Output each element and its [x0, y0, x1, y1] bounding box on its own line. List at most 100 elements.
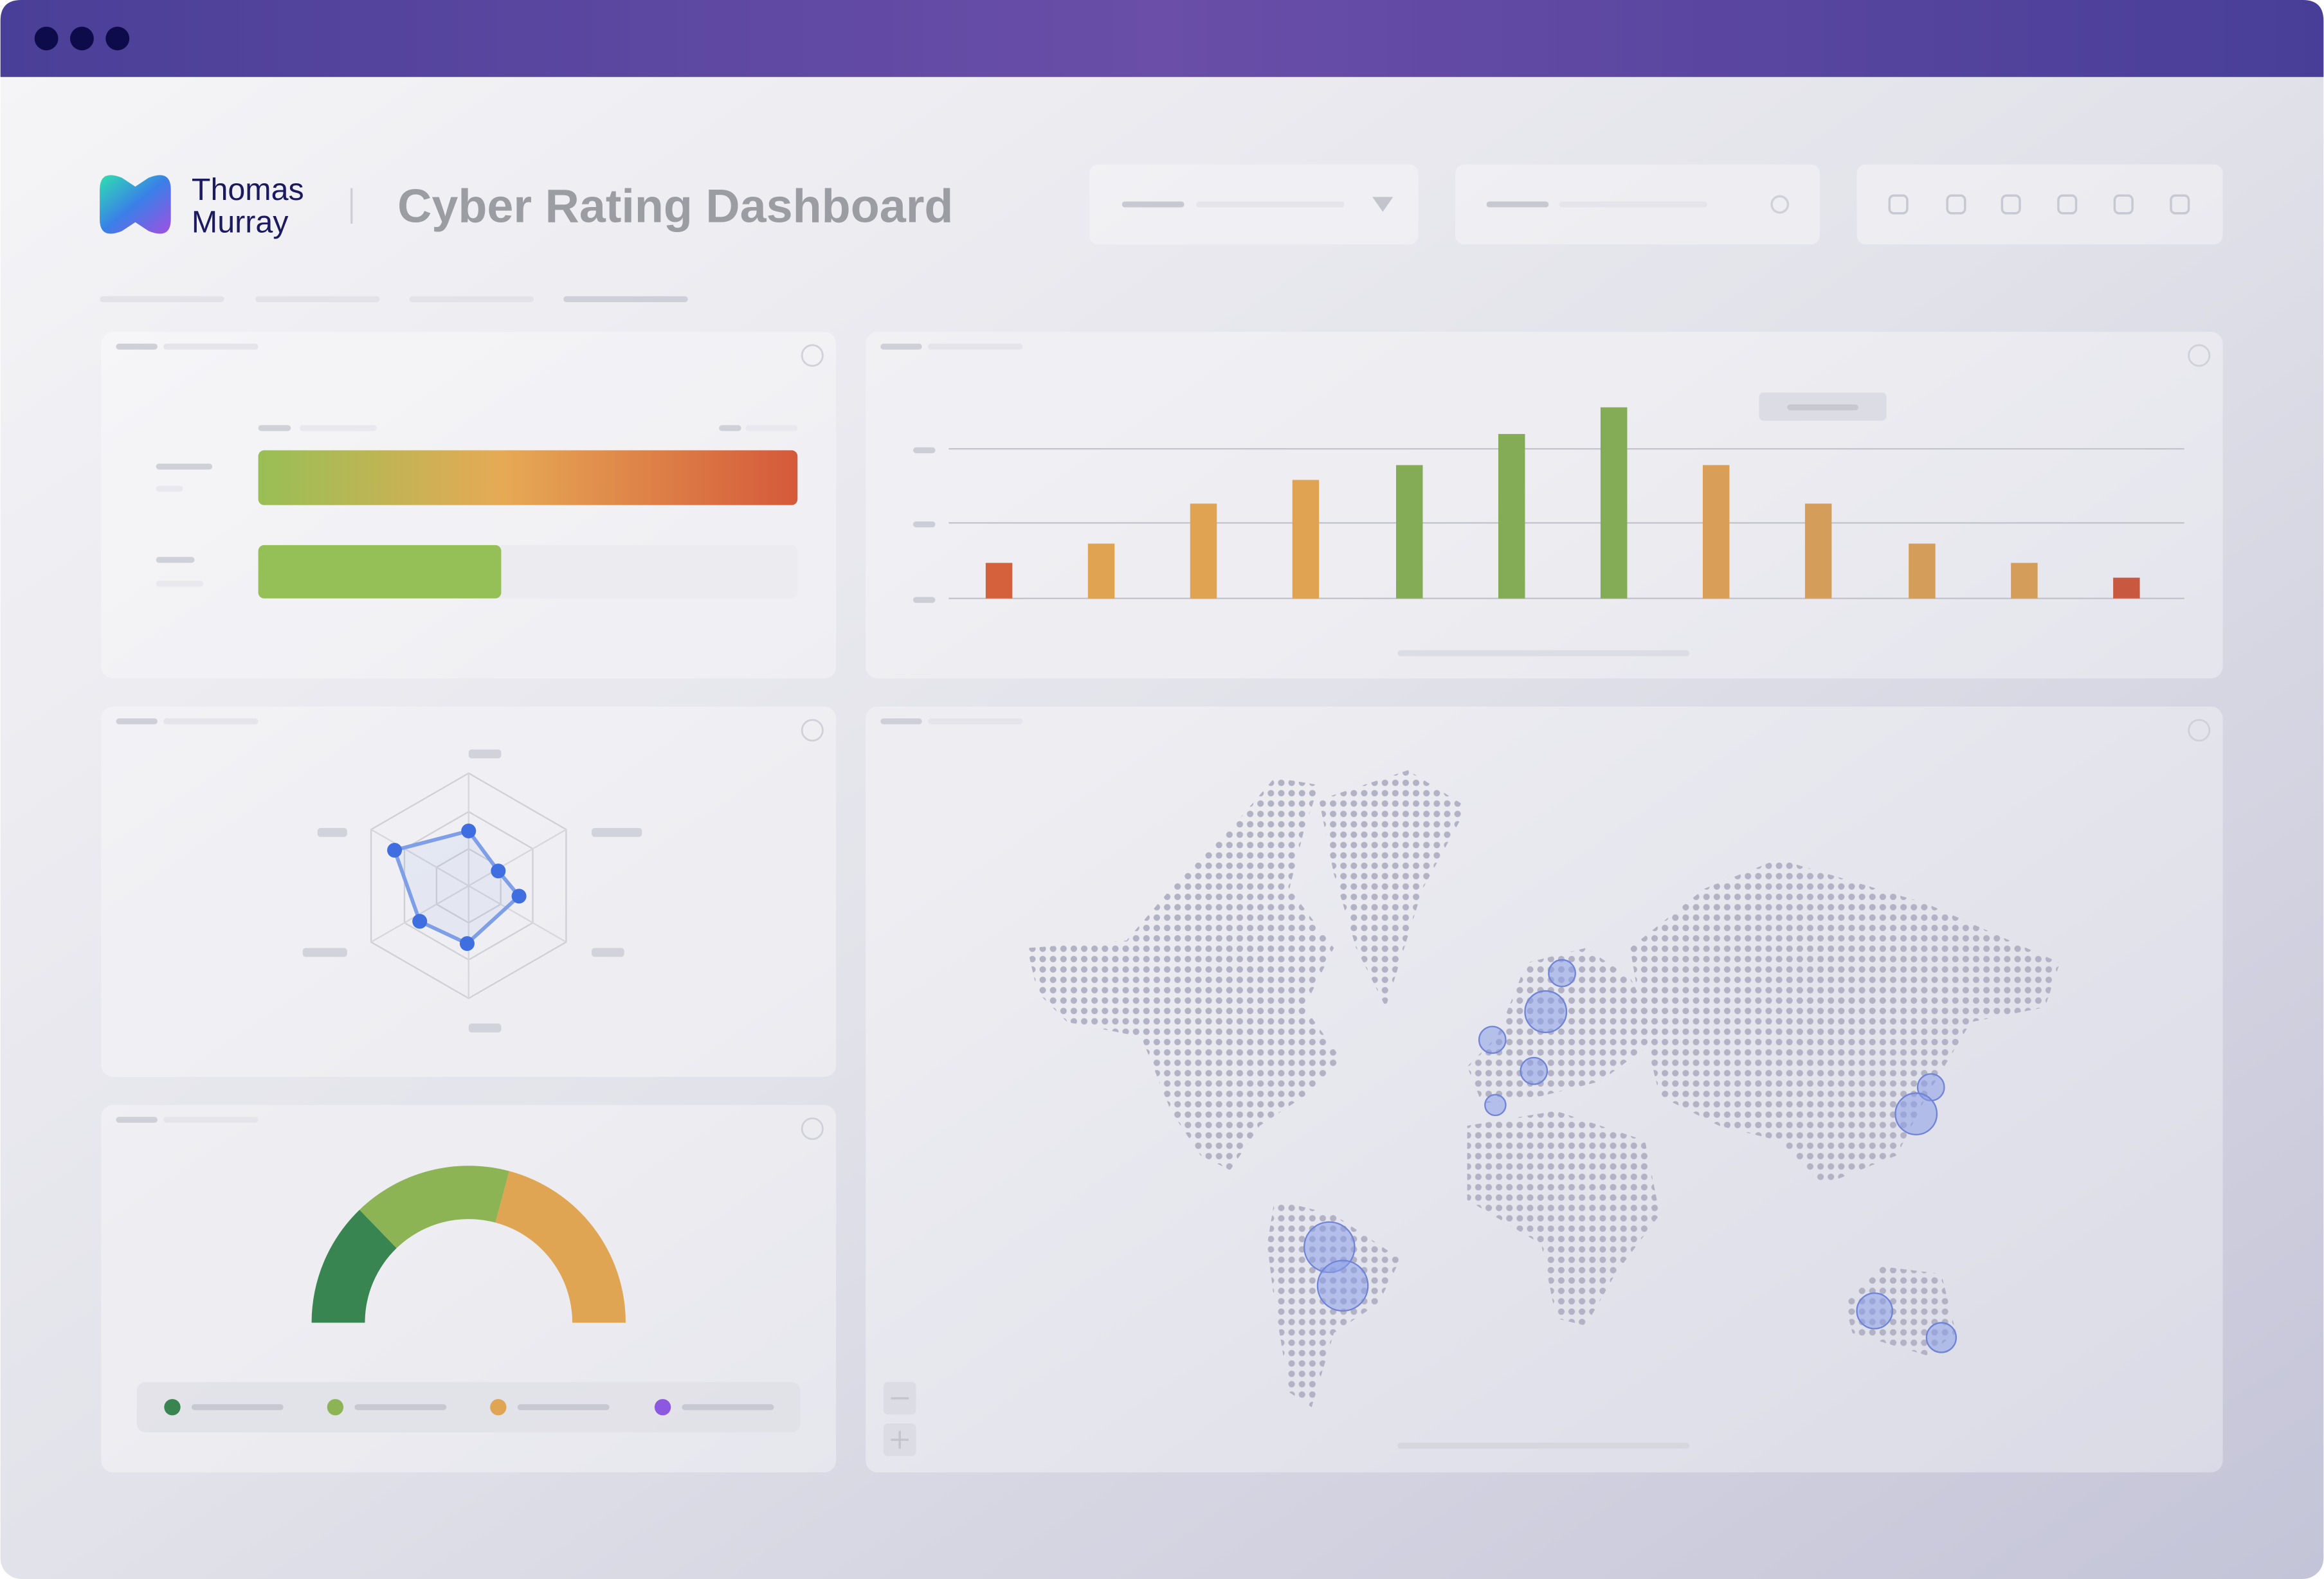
toolbar[interactable] — [1856, 164, 2223, 245]
map-landmass — [1630, 859, 2060, 1186]
map-bubble[interactable] — [1856, 1292, 1893, 1330]
placeholder-text — [116, 718, 158, 725]
map-landmass — [1467, 948, 1660, 1104]
toolbar-icon[interactable] — [1888, 194, 1909, 215]
map-landmass — [1027, 777, 1341, 1171]
map-bubble[interactable] — [1524, 990, 1568, 1033]
bar — [1396, 465, 1423, 599]
gauge-segment — [311, 1209, 397, 1323]
placeholder-text — [258, 425, 291, 431]
placeholder-text — [116, 343, 158, 350]
placeholder-text — [682, 1404, 774, 1411]
toolbar-icon[interactable] — [2057, 194, 2078, 215]
logo-icon — [100, 175, 171, 234]
brand-name: Murray — [192, 205, 289, 240]
toolbar-icon[interactable] — [2113, 194, 2134, 215]
placeholder-text — [912, 521, 936, 528]
radar-label — [468, 749, 502, 759]
placeholder-text — [719, 425, 741, 431]
radar-label — [302, 948, 347, 957]
placeholder-text — [156, 581, 204, 587]
placeholder-text — [100, 296, 224, 303]
placeholder-text — [1559, 201, 1707, 208]
placeholder-text — [163, 343, 259, 350]
map-bubble[interactable] — [1484, 1094, 1507, 1117]
placeholder-text — [927, 718, 1023, 725]
placeholder-text — [300, 425, 377, 431]
placeholder-text — [156, 464, 213, 470]
map-bubble[interactable] — [1548, 959, 1576, 988]
gauge-segment — [495, 1171, 626, 1323]
placeholder-text — [163, 1117, 259, 1123]
bar — [2011, 563, 2038, 599]
radar-label — [591, 948, 624, 957]
map-bubble[interactable] — [1520, 1056, 1548, 1085]
help-icon[interactable] — [801, 1117, 824, 1141]
placeholder-text — [1787, 404, 1858, 411]
placeholder-text — [912, 447, 936, 454]
placeholder-text — [927, 343, 1023, 350]
page-title: Cyber Rating Dashboard — [397, 179, 953, 233]
bar — [1702, 465, 1730, 599]
placeholder-text — [255, 296, 380, 303]
window-button[interactable] — [69, 26, 94, 51]
brand-name: Thomas — [192, 172, 304, 207]
map-landmass — [1467, 1110, 1660, 1326]
map-bubble[interactable] — [1478, 1025, 1507, 1054]
radar-label — [317, 827, 347, 837]
bar — [2113, 577, 2140, 599]
legend-dot — [654, 1399, 671, 1416]
bar — [1804, 503, 1832, 599]
placeholder-text — [1195, 201, 1345, 208]
radar-point — [461, 823, 477, 839]
dropdown-arrow — [1372, 197, 1393, 212]
radar-label — [591, 827, 642, 837]
toolbar-icon[interactable] — [2170, 194, 2190, 215]
map-bubble[interactable] — [1894, 1092, 1938, 1135]
placeholder-text — [563, 296, 688, 303]
legend-dot — [327, 1399, 344, 1416]
placeholder-text — [163, 718, 259, 725]
help-icon[interactable] — [2188, 344, 2211, 367]
legend-dot — [490, 1399, 507, 1416]
score-bar — [258, 450, 798, 505]
map-bubble[interactable] — [1316, 1259, 1369, 1312]
window-button[interactable] — [34, 26, 59, 51]
title-bar — [0, 0, 2324, 77]
placeholder-text — [880, 343, 922, 350]
bar — [1909, 543, 1936, 599]
gauge-legend — [136, 1382, 801, 1432]
placeholder-text — [912, 597, 936, 603]
bar — [1498, 434, 1525, 599]
placeholder-text — [1397, 650, 1690, 656]
radar-point — [511, 889, 527, 904]
placeholder-text — [745, 425, 798, 431]
bar — [1087, 543, 1115, 599]
placeholder-text — [156, 485, 183, 492]
toolbar-icon[interactable] — [2001, 194, 2021, 215]
help-icon[interactable] — [2188, 719, 2211, 742]
radar-point — [459, 936, 475, 952]
panel — [866, 332, 2223, 679]
panel — [101, 1105, 837, 1473]
bar — [985, 563, 1013, 599]
toolbar-icon[interactable] — [1946, 194, 1966, 215]
help-icon[interactable] — [801, 719, 824, 742]
placeholder-text — [1121, 201, 1185, 208]
radar-point — [387, 842, 403, 858]
search-icon — [1770, 195, 1790, 214]
map-bubble[interactable] — [1925, 1322, 1957, 1353]
placeholder-text — [1397, 1443, 1690, 1449]
placeholder-text — [880, 718, 922, 725]
window-button[interactable] — [105, 26, 130, 51]
placeholder-text — [1486, 201, 1549, 208]
radar-label — [468, 1024, 502, 1033]
radar-point — [491, 863, 506, 879]
bar — [1600, 407, 1628, 599]
bar — [1190, 503, 1217, 599]
placeholder-text — [517, 1404, 610, 1411]
help-icon[interactable] — [801, 344, 824, 367]
